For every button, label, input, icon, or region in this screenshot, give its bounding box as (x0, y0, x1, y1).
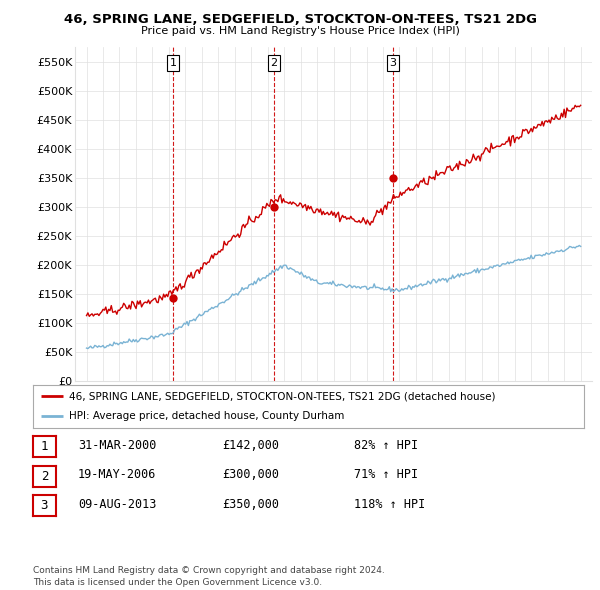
Text: 3: 3 (389, 58, 397, 68)
Text: 1: 1 (170, 58, 176, 68)
Text: £300,000: £300,000 (222, 468, 279, 481)
Text: 09-AUG-2013: 09-AUG-2013 (78, 498, 157, 511)
Text: 31-MAR-2000: 31-MAR-2000 (78, 439, 157, 452)
Text: Price paid vs. HM Land Registry's House Price Index (HPI): Price paid vs. HM Land Registry's House … (140, 26, 460, 36)
Text: 19-MAY-2006: 19-MAY-2006 (78, 468, 157, 481)
Text: 1: 1 (41, 440, 48, 453)
Text: 2: 2 (271, 58, 278, 68)
Text: £142,000: £142,000 (222, 439, 279, 452)
Text: 2: 2 (41, 470, 48, 483)
Text: Contains HM Land Registry data © Crown copyright and database right 2024.
This d: Contains HM Land Registry data © Crown c… (33, 566, 385, 587)
Text: £350,000: £350,000 (222, 498, 279, 511)
Text: 46, SPRING LANE, SEDGEFIELD, STOCKTON-ON-TEES, TS21 2DG (detached house): 46, SPRING LANE, SEDGEFIELD, STOCKTON-ON… (69, 391, 496, 401)
Text: 3: 3 (41, 499, 48, 512)
Text: 46, SPRING LANE, SEDGEFIELD, STOCKTON-ON-TEES, TS21 2DG: 46, SPRING LANE, SEDGEFIELD, STOCKTON-ON… (64, 13, 536, 26)
Text: 118% ↑ HPI: 118% ↑ HPI (354, 498, 425, 511)
Text: 82% ↑ HPI: 82% ↑ HPI (354, 439, 418, 452)
Text: 71% ↑ HPI: 71% ↑ HPI (354, 468, 418, 481)
Text: HPI: Average price, detached house, County Durham: HPI: Average price, detached house, Coun… (69, 411, 344, 421)
